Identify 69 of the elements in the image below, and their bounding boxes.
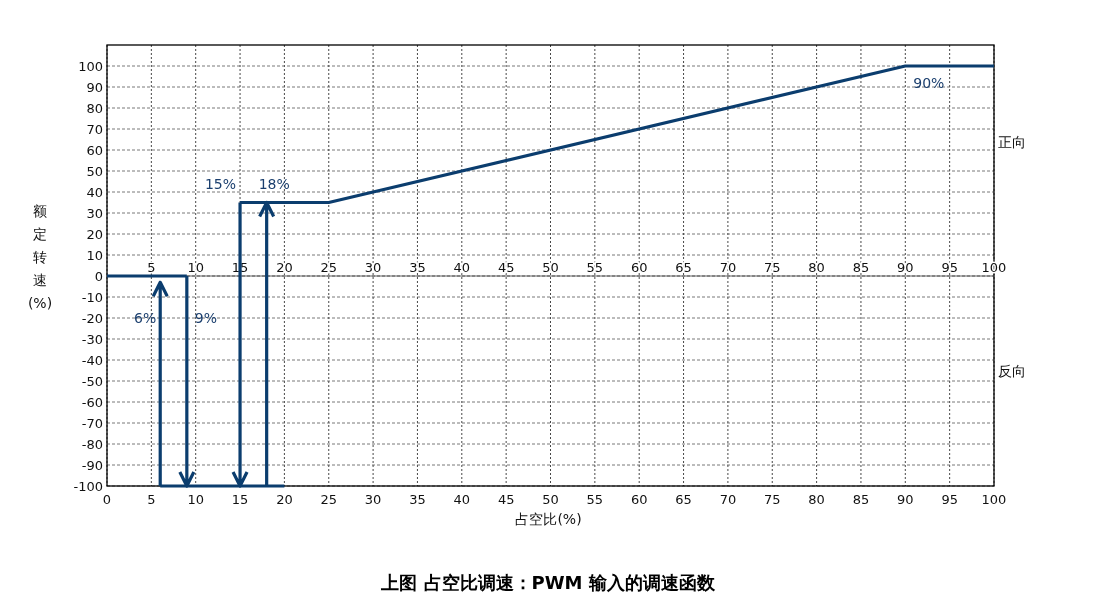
annotation: 90%: [913, 75, 945, 91]
y-tick-label: -20: [81, 310, 103, 326]
y-tick-label: 80: [86, 100, 103, 116]
text: 上图 占空比调速：PWM 输入的调速函数: [380, 572, 716, 593]
annotation: 18%: [258, 175, 290, 192]
y-tick-label: 20: [86, 226, 103, 242]
x2-tick-label: 10: [187, 260, 204, 275]
x-tick-label: 30: [364, 492, 382, 507]
x2-tick-label: 60: [630, 260, 648, 275]
x-tick-label: 20: [276, 492, 293, 507]
y-tick-label: -90: [81, 457, 103, 473]
x2-tick-label: 45: [497, 260, 515, 275]
x2-tick-label: 20: [276, 260, 293, 275]
y-tick-label: 10: [86, 247, 103, 263]
x2-tick-label: 40: [453, 260, 471, 275]
x-tick-label: 40: [453, 492, 471, 507]
y-tick-label: -100: [73, 478, 103, 494]
y-tick-label: 70: [86, 121, 103, 137]
x-tick-label: 45: [497, 492, 515, 507]
x2-tick-label: 70: [719, 260, 737, 275]
x-tick-label: 35: [409, 492, 426, 507]
y-tick-label: 30: [86, 205, 103, 221]
x-tick-label: 65: [675, 492, 692, 507]
y-tick-label: 60: [86, 142, 103, 158]
x-tick-label: 95: [941, 492, 958, 507]
x2-tick-label: 90: [897, 260, 914, 275]
x-tick-label: 100: [981, 492, 1007, 507]
annotation: 6%: [134, 310, 157, 326]
y-tick-label: -60: [81, 394, 103, 410]
x2-tick-label: 5: [147, 260, 156, 275]
y-tick-label: -40: [81, 352, 103, 368]
y-tick-label: -80: [81, 436, 103, 452]
x-tick-label: 5: [147, 492, 156, 507]
x2-tick-label: 80: [808, 260, 825, 275]
y-tick-label: 50: [86, 163, 103, 179]
x-tick-label: 80: [808, 492, 825, 507]
x-tick-label: 50: [542, 492, 559, 507]
y-tick-label: 40: [86, 184, 103, 200]
annotation: 15%: [204, 175, 237, 192]
x-tick-label: 25: [320, 492, 338, 507]
x2-tick-label: 35: [409, 260, 426, 275]
x-tick-label: 70: [719, 492, 737, 507]
x2-tick-label: 95: [941, 260, 958, 275]
x2-tick-label: 30: [364, 260, 382, 275]
y-tick-label: -30: [81, 331, 103, 347]
text: 反向: [998, 363, 1026, 380]
x2-tick-label: 65: [675, 260, 692, 275]
x2-tick-label: 50: [542, 260, 559, 275]
x2-tick-label: 55: [586, 260, 604, 275]
x-axis-title: 占空比(%): [515, 511, 582, 527]
x-tick-label: 75: [763, 492, 781, 507]
x-tick-label: 10: [187, 492, 204, 507]
y-tick-label: -70: [81, 415, 103, 431]
x-tick-label: 60: [630, 492, 648, 507]
text: 正向: [998, 134, 1026, 151]
x-tick-label: 15: [231, 492, 249, 507]
y-tick-label: -10: [81, 289, 103, 305]
x2-tick-label: 25: [320, 260, 338, 275]
y-tick-label: 100: [78, 58, 103, 74]
annotation: 9%: [194, 310, 218, 326]
y-axis-title: 额定转速(%): [27, 202, 53, 311]
x-tick-label: 90: [897, 492, 914, 507]
y-tick-label: 0: [94, 268, 103, 284]
x-tick-label: 85: [852, 492, 870, 507]
x2-tick-label: 75: [763, 260, 781, 275]
x2-tick-label: 85: [852, 260, 870, 275]
y-tick-label: -50: [81, 373, 103, 389]
y-tick-label: 90: [86, 79, 103, 95]
x-tick-label: 55: [586, 492, 604, 507]
